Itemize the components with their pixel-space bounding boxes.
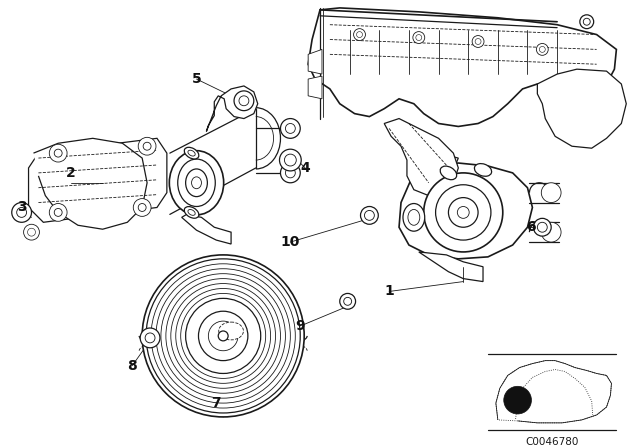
Circle shape (356, 32, 362, 38)
Circle shape (54, 149, 62, 157)
Circle shape (541, 183, 561, 202)
Ellipse shape (184, 147, 199, 159)
Circle shape (176, 289, 271, 383)
Circle shape (538, 222, 547, 232)
Circle shape (280, 163, 300, 183)
Circle shape (138, 138, 156, 155)
Circle shape (416, 34, 422, 40)
Circle shape (234, 91, 254, 111)
Circle shape (340, 293, 356, 309)
Circle shape (449, 198, 478, 227)
Circle shape (218, 331, 228, 341)
Polygon shape (33, 138, 147, 229)
Text: 10: 10 (281, 235, 300, 249)
Text: 8: 8 (127, 358, 137, 373)
Circle shape (171, 284, 276, 388)
Polygon shape (384, 119, 458, 196)
Text: 3: 3 (17, 200, 26, 215)
Text: 9: 9 (296, 319, 305, 333)
Circle shape (239, 96, 249, 106)
Circle shape (143, 142, 151, 150)
Circle shape (475, 39, 481, 44)
Text: 1: 1 (384, 284, 394, 298)
Circle shape (353, 29, 365, 40)
Circle shape (285, 168, 295, 178)
Ellipse shape (184, 207, 199, 218)
Ellipse shape (188, 150, 195, 156)
Circle shape (533, 218, 551, 236)
Circle shape (364, 211, 374, 220)
Circle shape (142, 255, 304, 417)
Circle shape (360, 207, 378, 224)
Text: 6: 6 (525, 220, 535, 234)
Ellipse shape (186, 169, 207, 197)
Circle shape (209, 321, 238, 351)
Circle shape (180, 293, 266, 379)
Ellipse shape (188, 210, 195, 215)
Ellipse shape (408, 210, 420, 225)
Polygon shape (182, 215, 231, 244)
Polygon shape (308, 8, 616, 126)
Circle shape (198, 311, 248, 361)
Circle shape (49, 203, 67, 221)
Polygon shape (414, 153, 458, 173)
Polygon shape (29, 138, 167, 222)
Text: C0046780: C0046780 (525, 437, 579, 447)
Circle shape (151, 264, 295, 408)
Polygon shape (308, 49, 322, 74)
Circle shape (161, 274, 285, 398)
Ellipse shape (191, 177, 202, 189)
Circle shape (583, 18, 590, 25)
Circle shape (284, 154, 296, 166)
Ellipse shape (403, 203, 425, 231)
Circle shape (166, 279, 280, 393)
Circle shape (28, 228, 35, 236)
Circle shape (472, 35, 484, 47)
Circle shape (536, 43, 548, 55)
Ellipse shape (178, 159, 215, 207)
Text: 7: 7 (211, 396, 221, 410)
Polygon shape (496, 361, 611, 423)
Circle shape (133, 198, 151, 216)
Polygon shape (308, 76, 322, 99)
Circle shape (140, 328, 160, 348)
Circle shape (12, 202, 31, 222)
Circle shape (541, 222, 561, 242)
Circle shape (413, 32, 425, 43)
Ellipse shape (440, 166, 457, 180)
Circle shape (344, 297, 351, 305)
Circle shape (280, 119, 300, 138)
Circle shape (54, 208, 62, 216)
Circle shape (540, 47, 545, 52)
Text: 5: 5 (191, 72, 202, 86)
Polygon shape (538, 69, 627, 148)
Circle shape (285, 124, 295, 134)
Polygon shape (399, 163, 532, 259)
Circle shape (580, 15, 594, 29)
Circle shape (138, 203, 146, 211)
Polygon shape (419, 252, 483, 282)
Circle shape (49, 144, 67, 162)
Text: 2: 2 (66, 166, 76, 180)
Ellipse shape (170, 151, 223, 215)
Circle shape (436, 185, 491, 240)
Circle shape (156, 269, 291, 403)
Circle shape (424, 173, 503, 252)
Ellipse shape (474, 164, 492, 176)
Ellipse shape (219, 322, 243, 340)
Circle shape (24, 224, 40, 240)
Circle shape (145, 333, 155, 343)
Circle shape (17, 207, 27, 217)
Text: 4: 4 (300, 161, 310, 175)
Polygon shape (206, 86, 258, 131)
Circle shape (280, 149, 301, 171)
Circle shape (504, 386, 531, 414)
Circle shape (186, 298, 260, 374)
Circle shape (146, 259, 300, 413)
Circle shape (458, 207, 469, 218)
